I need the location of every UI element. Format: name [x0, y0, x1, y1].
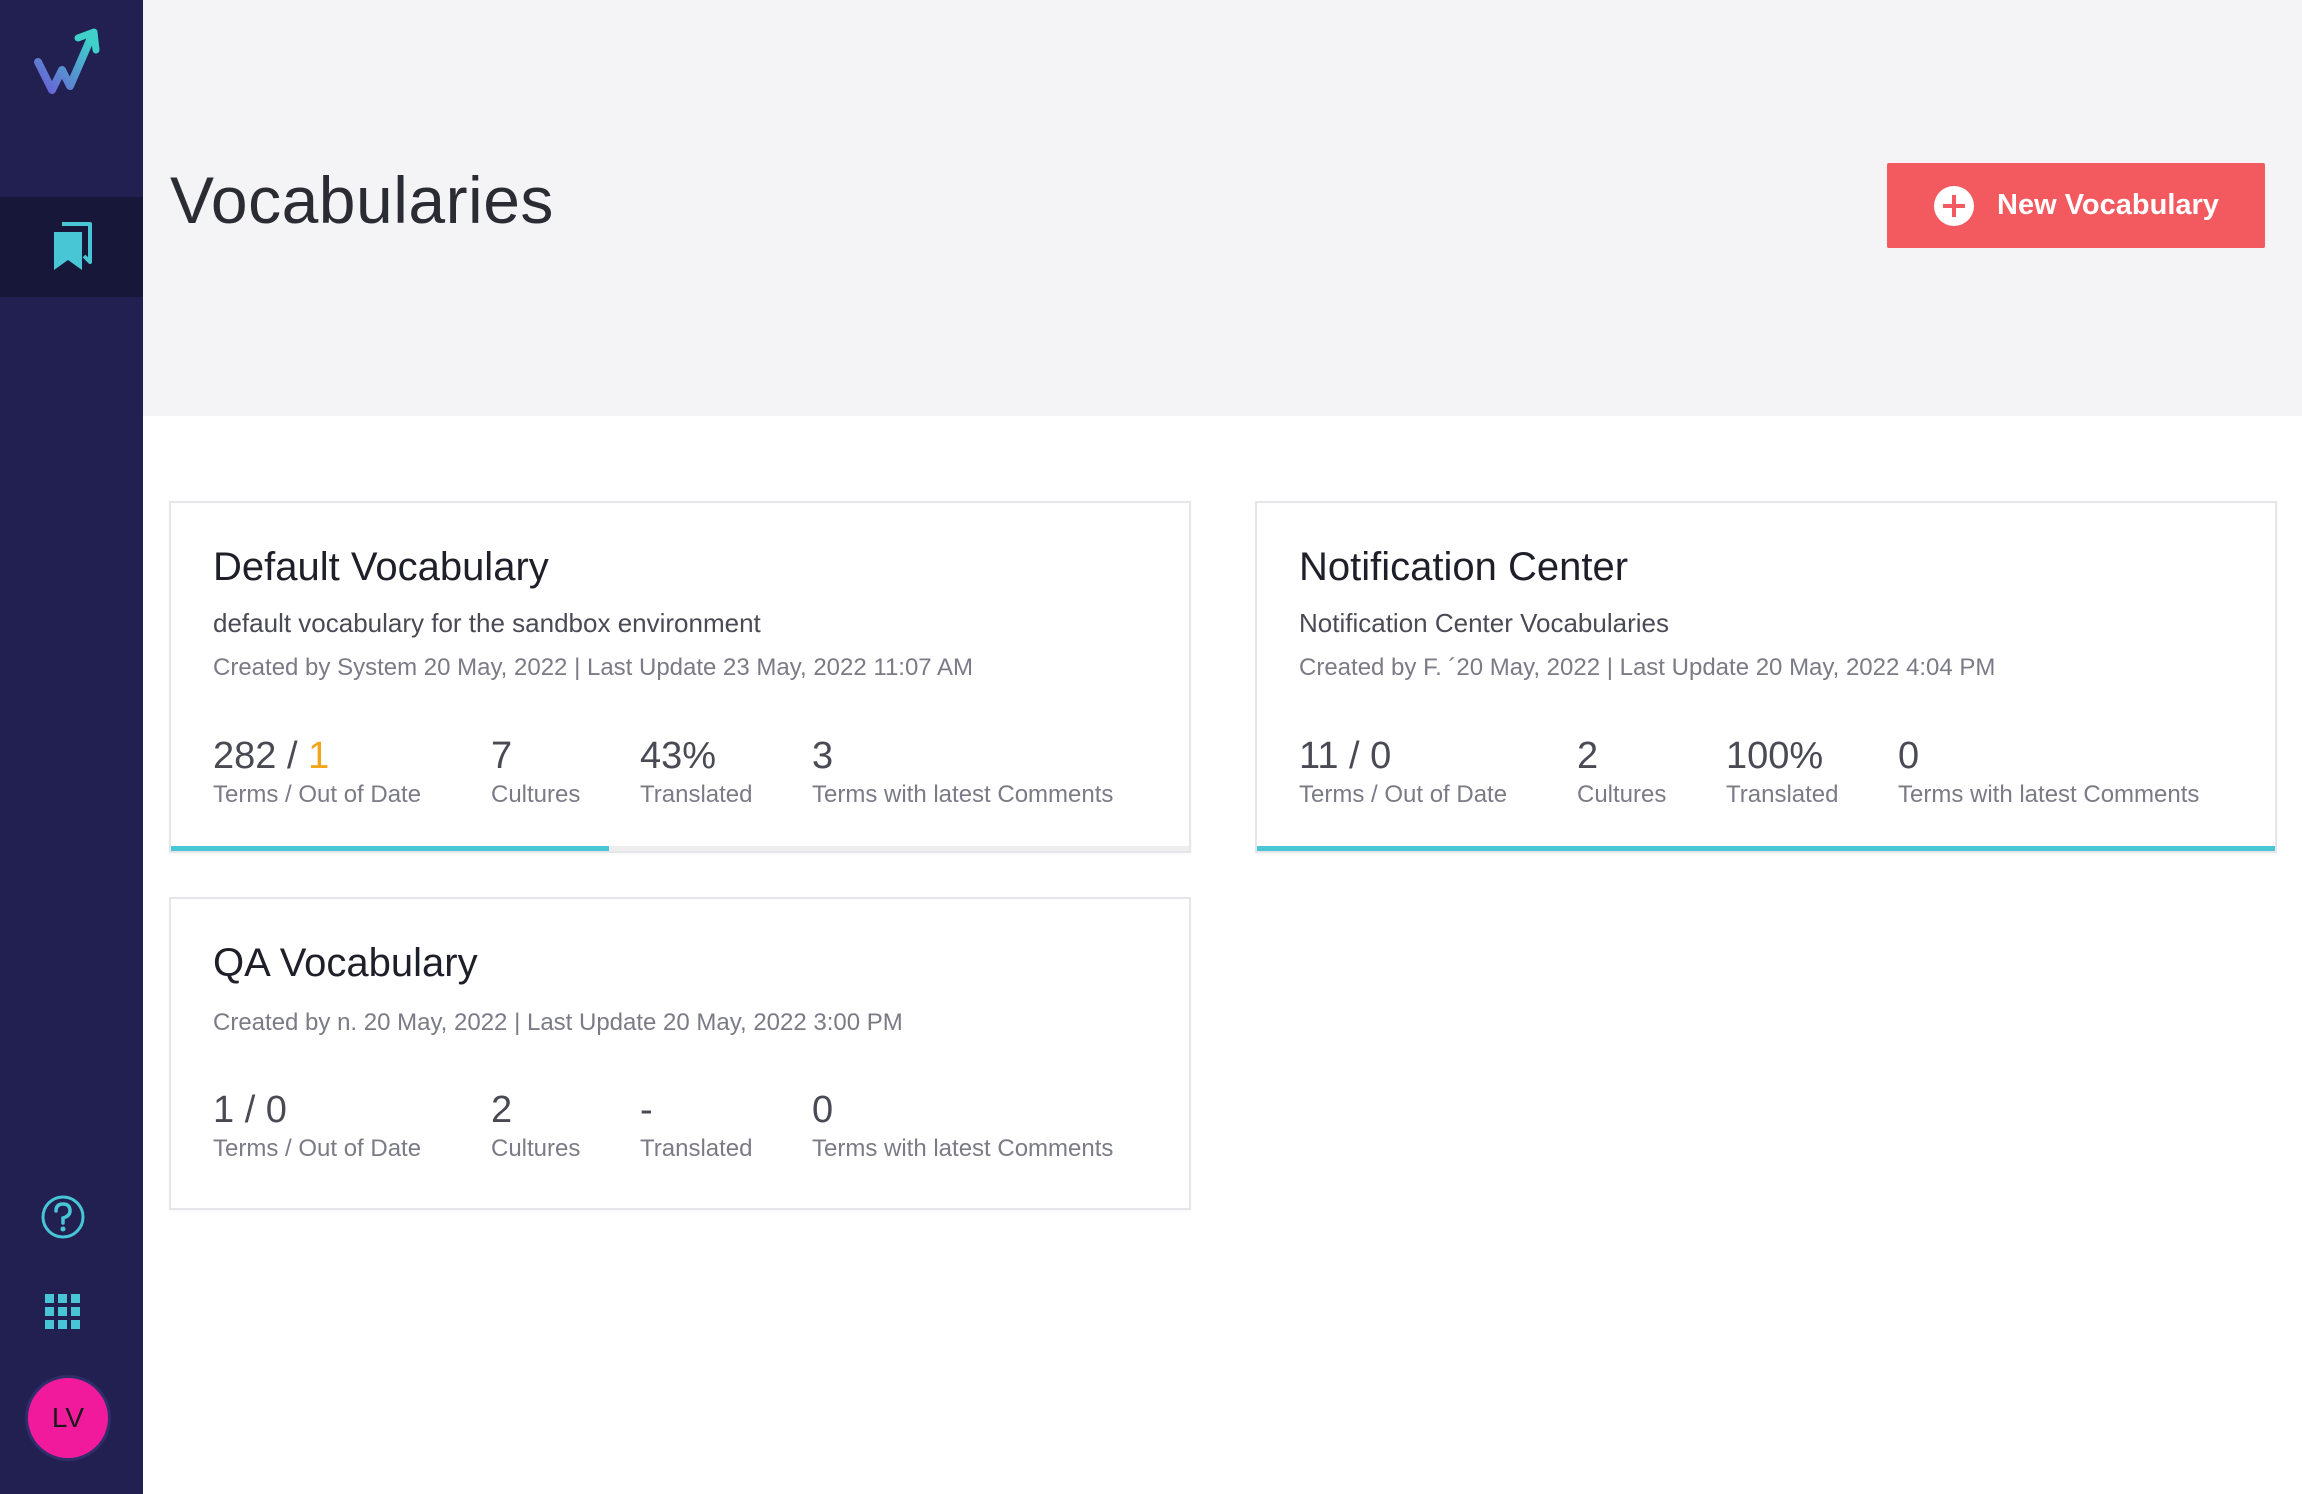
stat-comments-value: 0 [1898, 735, 1920, 777]
stat-cultures: 2 Cultures [491, 1087, 640, 1163]
stat-terms-value: 11 / 0 [1299, 735, 1392, 777]
stat-cultures-label: Cultures [491, 781, 581, 808]
vocabulary-card-qa[interactable]: QA Vocabulary Created by n. 20 May, 2022… [169, 897, 1191, 1210]
card-description: Notification Center Vocabularies [1299, 608, 1669, 638]
out-of-date-count: 1 [308, 735, 330, 777]
translation-progress-fill [171, 846, 609, 851]
stat-terms-label: Terms / Out of Date [1299, 781, 1508, 808]
stat-terms-label: Terms / Out of Date [213, 1135, 422, 1162]
sidebar-item-vocabularies[interactable] [0, 197, 143, 297]
stat-translated-value: 100% [1726, 735, 1824, 777]
stat-translated-label: Translated [1726, 781, 1839, 808]
app-logo[interactable] [32, 26, 104, 98]
stat-cultures-value: 2 [491, 1089, 513, 1131]
stat-comments: 0 Terms with latest Comments [1898, 733, 2258, 809]
card-stats: 1 / 0 Terms / Out of Date 2 Cultures - T… [213, 1087, 1172, 1163]
stat-comments: 3 Terms with latest Comments [812, 733, 1172, 809]
card-title: QA Vocabulary [213, 941, 478, 985]
stat-comments-value: 0 [812, 1089, 834, 1131]
stat-translated: - Translated [640, 1087, 812, 1163]
new-vocabulary-button[interactable]: New Vocabulary [1887, 163, 2265, 248]
stat-cultures-value: 7 [491, 735, 513, 777]
card-meta: Created by System 20 May, 2022 | Last Up… [213, 654, 973, 681]
stat-comments-label: Terms with latest Comments [812, 781, 1114, 808]
stat-translated-value: - [640, 1089, 653, 1131]
card-stats: 282 / 1 Terms / Out of Date 7 Cultures 4… [213, 733, 1172, 809]
terms-separator: / [276, 735, 309, 777]
translation-progress-bar [1257, 846, 2275, 851]
stat-translated-value: 43% [640, 735, 717, 777]
plus-circle-icon [1934, 185, 1975, 226]
stat-cultures: 2 Cultures [1577, 733, 1726, 809]
stat-translated-label: Translated [640, 781, 753, 808]
stat-terms: 282 / 1 Terms / Out of Date [213, 733, 491, 809]
stat-comments-label: Terms with latest Comments [812, 1135, 1114, 1162]
stat-cultures-label: Cultures [491, 1135, 581, 1162]
stat-cultures: 7 Cultures [491, 733, 640, 809]
help-icon[interactable] [40, 1194, 86, 1240]
card-meta: Created by F. ´20 May, 2022 | Last Updat… [1299, 654, 1996, 681]
translation-progress-fill [1257, 846, 2275, 851]
stat-comments-label: Terms with latest Comments [1898, 781, 2200, 808]
new-vocabulary-label: New Vocabulary [1997, 189, 2219, 221]
card-meta: Created by n. 20 May, 2022 | Last Update… [213, 1009, 903, 1036]
stat-terms-label: Terms / Out of Date [213, 781, 422, 808]
sidebar: LV [0, 0, 143, 1494]
vocabulary-card-default[interactable]: Default Vocabulary default vocabulary fo… [169, 501, 1191, 853]
stat-comments-value: 3 [812, 735, 834, 777]
stat-translated: 43% Translated [640, 733, 812, 809]
stat-comments: 0 Terms with latest Comments [812, 1087, 1172, 1163]
card-title: Default Vocabulary [213, 545, 549, 589]
card-description: default vocabulary for the sandbox envir… [213, 608, 761, 638]
stat-cultures-label: Cultures [1577, 781, 1667, 808]
page-title: Vocabularies [170, 163, 554, 237]
card-stats: 11 / 0 Terms / Out of Date 2 Cultures 10… [1299, 733, 2258, 809]
apps-grid-icon[interactable] [45, 1294, 81, 1330]
user-avatar[interactable]: LV [25, 1375, 111, 1461]
bookmarks-icon [53, 222, 92, 270]
translation-progress-bar [171, 846, 1189, 851]
stat-terms-value: 1 / 0 [213, 1089, 287, 1131]
stat-translated: 100% Translated [1726, 733, 1898, 809]
stat-terms-value: 282 / 1 [213, 733, 491, 779]
page-header: Vocabularies New Vocabulary [143, 0, 2302, 416]
vocabulary-card-notification-center[interactable]: Notification Center Notification Center … [1255, 501, 2277, 853]
stat-terms: 1 / 0 Terms / Out of Date [213, 1087, 491, 1163]
stat-translated-label: Translated [640, 1135, 753, 1162]
stat-cultures-value: 2 [1577, 735, 1599, 777]
terms-count: 282 [213, 735, 277, 777]
card-title: Notification Center [1299, 545, 1629, 589]
stat-terms: 11 / 0 Terms / Out of Date [1299, 733, 1577, 809]
